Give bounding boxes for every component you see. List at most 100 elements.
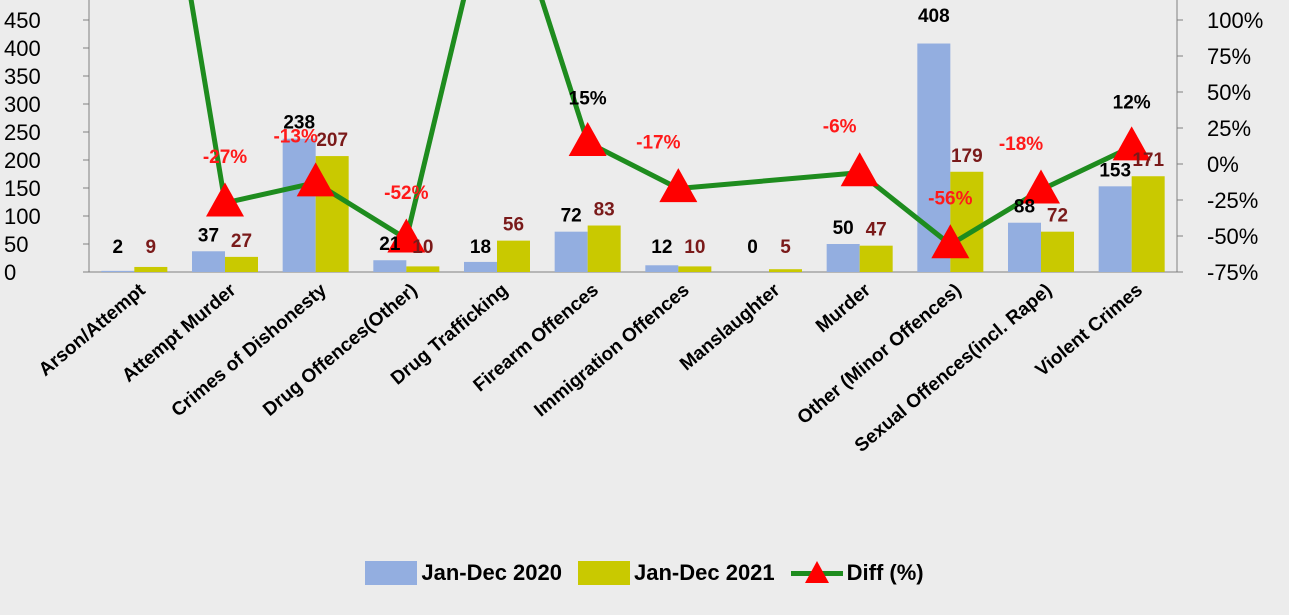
bar-2020	[1098, 186, 1132, 272]
label-diff: -27%	[203, 147, 247, 168]
label-2021: 207	[316, 130, 348, 151]
diff-marker	[1022, 169, 1060, 204]
label-2021: 9	[146, 237, 157, 258]
right-tick-label: -50%	[1207, 224, 1258, 249]
label-diff: -13%	[273, 127, 317, 148]
label-diff: 12%	[1113, 93, 1151, 114]
legend-swatch-2020	[365, 561, 418, 585]
bar-2021	[497, 240, 530, 272]
label-2021: 171	[1132, 150, 1164, 171]
bar-2020	[1008, 222, 1041, 272]
left-tick-label: 50	[4, 232, 28, 257]
category-label: Manslaughter	[676, 279, 785, 375]
label-diff: -18%	[999, 134, 1043, 155]
diff-marker	[659, 168, 698, 203]
bar-2021	[1041, 231, 1074, 272]
label-2021: 47	[866, 220, 887, 241]
bar-2021	[678, 266, 712, 272]
label-2020: 153	[1099, 160, 1131, 181]
left-tick-label: 150	[4, 176, 41, 201]
legend-item-2021: Jan-Dec 2021	[578, 560, 775, 586]
category-label: Sexual Offences(incl. Rape)	[851, 280, 1056, 457]
label-2020: 72	[561, 206, 582, 227]
left-tick-label: 300	[4, 92, 41, 117]
category-label: Murder	[812, 279, 875, 337]
label-2020: 88	[1014, 197, 1035, 218]
bars	[101, 43, 1165, 272]
bar-2021	[859, 245, 893, 272]
label-2020: 12	[651, 237, 672, 258]
label-2020: 0	[747, 237, 758, 258]
bar-2020	[554, 231, 588, 272]
label-2020: 18	[470, 237, 491, 258]
legend-item-2020: Jan-Dec 2020	[365, 560, 562, 586]
legend-label-2020: Jan-Dec 2020	[421, 560, 562, 585]
bar-2021	[134, 266, 168, 272]
left-tick-label: 350	[4, 64, 41, 89]
bar-2021	[225, 256, 258, 272]
left-tick-label: 400	[4, 36, 41, 61]
diff-marker	[568, 122, 607, 156]
label-2021: 56	[503, 215, 524, 236]
legend: Jan-Dec 2020 Jan-Dec 2021 Diff (%)	[0, 560, 1289, 586]
category-label: Other (Minor Offences)	[794, 280, 966, 429]
diff-marker	[206, 182, 244, 217]
category-label: Immigration Offences	[530, 280, 693, 422]
legend-label-2021: Jan-Dec 2021	[634, 560, 775, 585]
left-tick-label: 100	[4, 204, 41, 229]
right-axis: -75% -50% -25% 0% 25% 50% 75% 100%	[1176, 0, 1263, 285]
legend-swatch-2021	[578, 561, 630, 585]
bar-2021	[587, 225, 621, 272]
right-tick-label: 50%	[1207, 80, 1251, 105]
label-2021: 27	[231, 231, 252, 252]
left-tick-label: 250	[4, 120, 41, 145]
label-diff: -52%	[384, 183, 428, 204]
diff-marker	[1112, 126, 1151, 161]
right-tick-label: -25%	[1207, 188, 1258, 213]
label-2020: 37	[198, 225, 219, 246]
bar-2020	[645, 265, 679, 272]
label-2021: 10	[412, 237, 433, 258]
bar-2020	[464, 261, 497, 272]
legend-line-marker-icon	[790, 561, 843, 585]
label-diff: -6%	[823, 117, 857, 138]
right-tick-label: 100%	[1207, 8, 1263, 33]
label-2021: 72	[1047, 206, 1068, 227]
right-tick-label: 0%	[1207, 152, 1239, 177]
label-2021: 5	[780, 237, 791, 258]
diff-marker	[387, 218, 426, 253]
right-tick-label: 75%	[1207, 44, 1251, 69]
bar-2020	[101, 270, 135, 272]
label-2021: 179	[951, 146, 983, 167]
diff-line	[188, 0, 1151, 259]
left-tick-label: 450	[4, 8, 41, 33]
left-tick-label: 0	[4, 260, 16, 285]
legend-item-diff: Diff (%)	[790, 560, 924, 586]
category-label: Crimes of Dishonesty	[168, 279, 331, 421]
label-2020: 21	[379, 234, 401, 255]
label-diff: -17%	[636, 132, 680, 153]
diff-marker	[931, 224, 970, 259]
label-diff: 15%	[569, 88, 607, 109]
left-tick-label: 200	[4, 148, 41, 173]
category-label: Drug Offences(Other)	[259, 280, 421, 421]
right-tick-label: 25%	[1207, 116, 1251, 141]
diff-marker	[840, 152, 879, 187]
label-2020: 408	[918, 6, 950, 27]
label-2021: 10	[684, 237, 705, 258]
label-diff: -56%	[928, 189, 972, 210]
bar-2020	[373, 260, 407, 272]
label-2020: 238	[283, 113, 315, 134]
bar-2020	[826, 244, 860, 272]
label-2020: 2	[113, 237, 124, 258]
bar-2020	[192, 251, 225, 272]
bar-2021	[1131, 176, 1165, 272]
bar-2021	[406, 266, 440, 272]
bar-2020	[282, 138, 316, 272]
legend-label-diff: Diff (%)	[846, 560, 924, 585]
label-2021: 83	[594, 200, 615, 221]
label-2020: 50	[833, 218, 854, 239]
